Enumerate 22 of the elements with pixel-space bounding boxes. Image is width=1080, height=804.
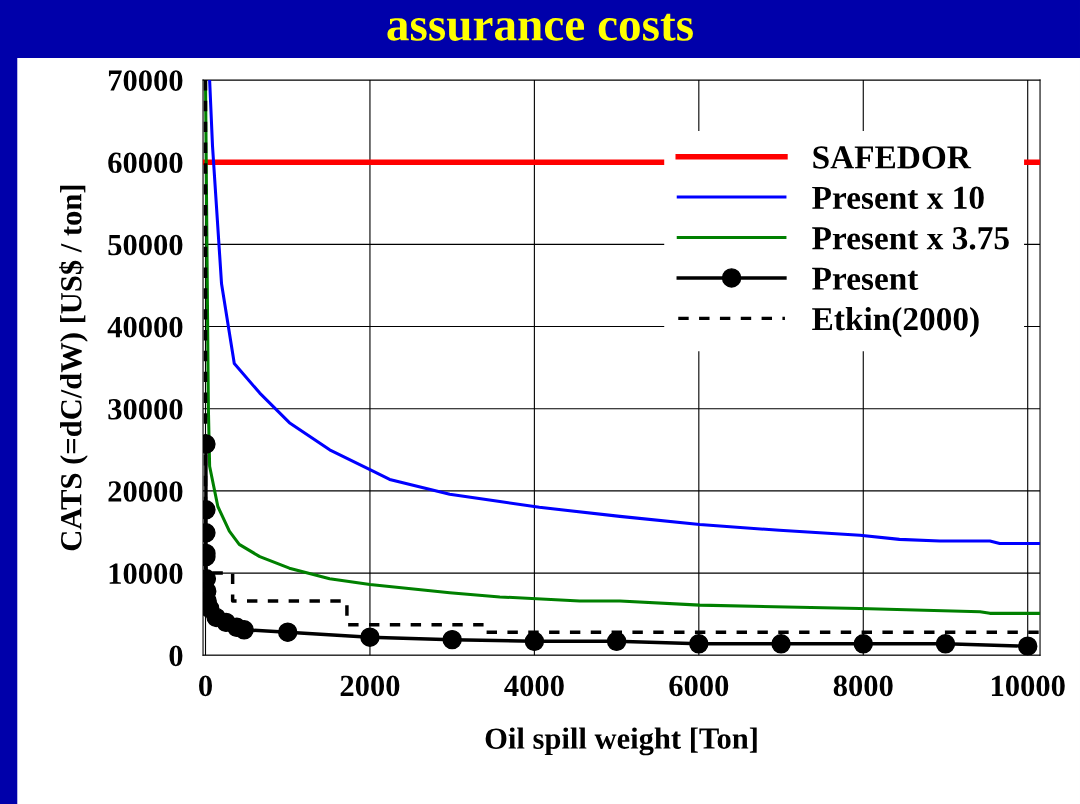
y-axis-title: CATS (=dC/dW) [US$ / ton] — [59, 185, 88, 551]
y-tick-label: 60000 — [108, 152, 183, 174]
y-tick-label: 30000 — [108, 399, 183, 420]
x-tick-label: 2000 — [340, 675, 400, 697]
legend-label: Etkin(2000) — [812, 306, 979, 338]
legend-label: Present — [812, 267, 919, 290]
y-tick-label: 0 — [169, 645, 183, 667]
x-tick-label: 8000 — [833, 675, 893, 697]
chart-title: assurance costs — [387, 13, 693, 41]
y-tick-label: 10000 — [109, 563, 183, 584]
y-tick-label: 70000 — [108, 70, 183, 91]
y-tick-label: 40000 — [107, 316, 183, 338]
legend-label: Present x 3.75 — [812, 227, 1009, 250]
x-tick-label: 4000 — [504, 675, 564, 697]
x-axis-title: Oil spill weight [Ton] — [485, 727, 757, 756]
y-tick-label: 20000 — [108, 481, 183, 502]
x-tick-label: 0 — [199, 675, 212, 697]
y-tick-label: 50000 — [108, 234, 183, 256]
x-tick-label: 10000 — [991, 675, 1065, 697]
x-tick-label: 6000 — [669, 675, 729, 697]
legend-label: Present x 10 — [812, 186, 984, 210]
legend-label: SAFEDOR — [813, 146, 972, 169]
